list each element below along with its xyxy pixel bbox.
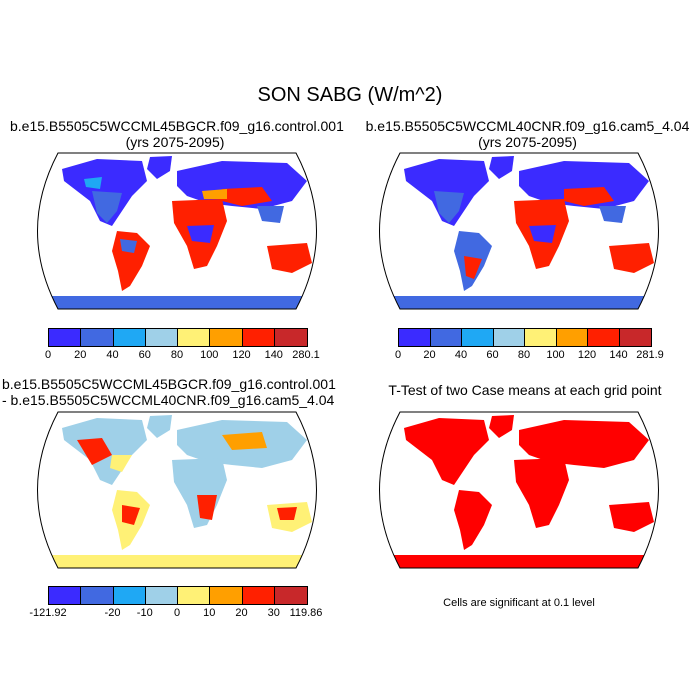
panel-2-title-line1: b.e15.B5505C5WCCML40CNR.f09_g16.cam5_4.0… bbox=[365, 118, 690, 134]
colorbar-tick-label: -20 bbox=[104, 607, 121, 619]
colorbar-tick-label: -121.92 bbox=[29, 607, 67, 619]
colorbar-box bbox=[242, 587, 275, 604]
colorbar-box bbox=[493, 329, 525, 346]
colorbar-box bbox=[462, 329, 494, 346]
colorbar-box bbox=[49, 587, 82, 604]
colorbar-box bbox=[113, 587, 146, 604]
colorbar-box bbox=[399, 329, 431, 346]
colorbar-tick-label: 120 bbox=[232, 349, 251, 361]
colorbar-tick-label: 60 bbox=[486, 349, 499, 361]
colorbar-tick-label: 80 bbox=[170, 349, 184, 361]
colorbar-tick-label: 80 bbox=[517, 349, 531, 361]
colorbar-tick-label: 40 bbox=[454, 349, 468, 361]
panel-1-title: b.e15.B5505C5WCCML45BGCR.f09_g16.control… bbox=[10, 118, 344, 150]
colorbar-box bbox=[145, 329, 178, 346]
colorbar-box bbox=[210, 329, 243, 346]
colorbar-box bbox=[274, 329, 307, 346]
colorbar-box bbox=[210, 587, 243, 604]
colorbar-box bbox=[556, 329, 588, 346]
colorbar-tick-label: 140 bbox=[609, 349, 628, 361]
panel-1-title-line2: (yrs 2075-2095) bbox=[125, 134, 225, 150]
colorbar-tick-label: 140 bbox=[264, 349, 283, 361]
colorbar-tick-label: 40 bbox=[106, 349, 119, 361]
figure-title: SON SABG (W/m^2) bbox=[257, 84, 443, 106]
colorbar-box bbox=[619, 329, 651, 346]
colorbar-box bbox=[113, 329, 146, 346]
colorbar-tick-label: 30 bbox=[267, 607, 280, 619]
colorbar-box bbox=[274, 587, 307, 604]
colorbar-tick-label: 280.1 bbox=[292, 349, 320, 361]
colorbar-box bbox=[81, 587, 114, 604]
colorbar-tick-label: 60 bbox=[138, 349, 151, 361]
colorbar-tick-label: 281.9 bbox=[636, 349, 664, 361]
panel-2-title-line2: (yrs 2075-2095) bbox=[478, 134, 577, 150]
colorbar-box bbox=[178, 587, 211, 604]
colorbar-tick-label: 100 bbox=[546, 349, 565, 361]
colorbar-tick-label: 0 bbox=[394, 349, 402, 361]
panel-4-title: T-Test of two Case means at each grid po… bbox=[388, 382, 662, 398]
panel-3-title: b.e15.B5505C5WCCML45BGCR.f09_g16.control… bbox=[2, 376, 342, 408]
colorbar-tick-label: 0 bbox=[173, 607, 181, 619]
colorbar-tick-label: 120 bbox=[577, 349, 597, 361]
colorbar-box bbox=[430, 329, 462, 346]
colorbar-tick-label: 20 bbox=[423, 349, 436, 361]
colorbar-panel-3 bbox=[48, 586, 308, 605]
colorbar-box bbox=[145, 587, 178, 604]
colorbar-box bbox=[81, 329, 114, 346]
colorbar-box bbox=[49, 329, 82, 346]
colorbar-box bbox=[525, 329, 557, 346]
panel-3-title-line1: b.e15.B5505C5WCCML45BGCR.f09_g16.control… bbox=[2, 376, 336, 392]
map-panel-4 bbox=[379, 411, 659, 569]
colorbar-box bbox=[242, 329, 275, 346]
colorbar-tick-label: 10 bbox=[203, 607, 216, 619]
colorbar-tick-label: 0 bbox=[44, 349, 52, 361]
colorbar-panel-2 bbox=[398, 328, 652, 347]
colorbar-panel-1 bbox=[48, 328, 308, 347]
colorbar-tick-label: 20 bbox=[235, 607, 248, 619]
map-panel-2 bbox=[379, 152, 659, 310]
colorbar-tick-label: 100 bbox=[200, 349, 219, 361]
panel-1-title-line1: b.e15.B5505C5WCCML45BGCR.f09_g16.control… bbox=[10, 118, 344, 134]
colorbar-box bbox=[588, 329, 620, 346]
map-panel-3 bbox=[37, 411, 317, 569]
panel-2-title: b.e15.B5505C5WCCML40CNR.f09_g16.cam5_4.0… bbox=[355, 118, 700, 150]
colorbar-tick-label: -10 bbox=[136, 607, 153, 619]
colorbar-box bbox=[178, 329, 211, 346]
colorbar-tick-label: 20 bbox=[74, 349, 87, 361]
significance-note: Cells are significant at 0.1 level bbox=[443, 597, 595, 609]
colorbar-tick-label: 119.86 bbox=[289, 607, 323, 619]
panel-3-title-line2: - b.e15.B5505C5WCCML40CNR.f09_g16.cam5_4… bbox=[2, 392, 335, 408]
map-panel-1 bbox=[37, 152, 317, 310]
